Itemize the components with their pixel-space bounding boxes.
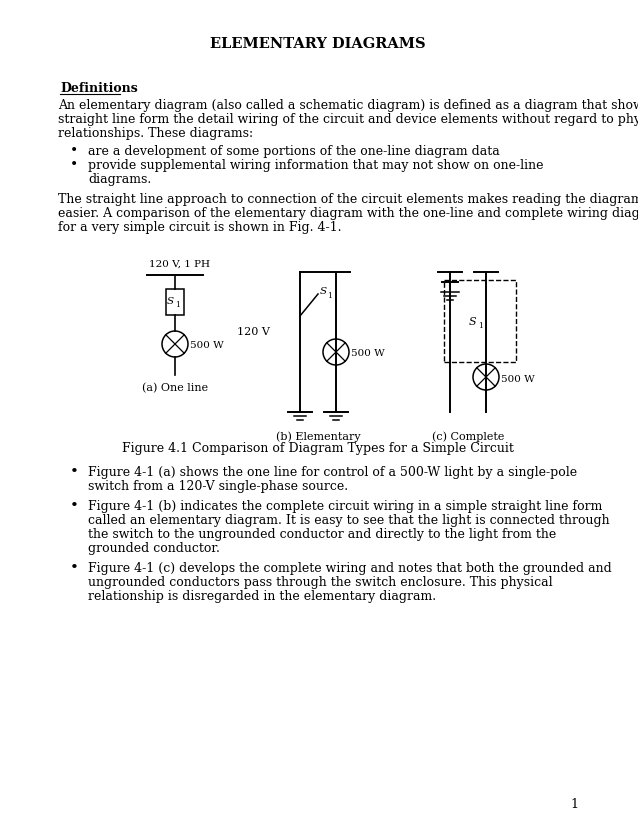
Text: The straight line approach to connection of the circuit elements makes reading t: The straight line approach to connection… (58, 193, 638, 206)
Bar (444, 280, 516, 362)
Text: diagrams.: diagrams. (88, 173, 151, 186)
Text: •: • (70, 561, 78, 575)
Text: 1: 1 (570, 798, 578, 811)
Text: the switch to the ungrounded conductor and directly to the light from the: the switch to the ungrounded conductor a… (88, 528, 556, 541)
Text: Definitions: Definitions (60, 82, 138, 95)
Text: S: S (468, 317, 476, 327)
Text: •: • (70, 465, 78, 479)
Text: ELEMENTARY DIAGRAMS: ELEMENTARY DIAGRAMS (210, 37, 426, 51)
Text: •: • (70, 158, 78, 172)
Text: 500 W: 500 W (190, 341, 224, 350)
Text: ungrounded conductors pass through the switch enclosure. This physical: ungrounded conductors pass through the s… (88, 576, 553, 589)
Text: easier. A comparison of the elementary diagram with the one-line and complete wi: easier. A comparison of the elementary d… (58, 207, 638, 220)
Text: Figure 4-1 (b) indicates the complete circuit wiring in a simple straight line f: Figure 4-1 (b) indicates the complete ci… (88, 500, 602, 513)
Text: Figure 4.1 Comparison of Diagram Types for a Simple Circuit: Figure 4.1 Comparison of Diagram Types f… (122, 442, 514, 455)
Text: (a) One line: (a) One line (142, 382, 208, 393)
Text: Figure 4-1 (c) develops the complete wiring and notes that both the grounded and: Figure 4-1 (c) develops the complete wir… (88, 562, 612, 575)
Bar (166, 289, 184, 315)
Text: An elementary diagram (also called a schematic diagram) is defined as a diagram : An elementary diagram (also called a sch… (58, 99, 638, 112)
Text: •: • (70, 144, 78, 158)
Text: 1: 1 (175, 301, 180, 309)
Text: (c) Complete: (c) Complete (432, 431, 504, 442)
Text: relationships. These diagrams:: relationships. These diagrams: (58, 127, 253, 140)
Text: relationship is disregarded in the elementary diagram.: relationship is disregarded in the eleme… (88, 590, 436, 603)
Text: (b) Elementary: (b) Elementary (276, 431, 360, 442)
Text: S: S (167, 297, 174, 306)
Text: •: • (70, 499, 78, 513)
Text: called an elementary diagram. It is easy to see that the light is connected thro: called an elementary diagram. It is easy… (88, 514, 610, 527)
Text: 500 W: 500 W (501, 374, 535, 383)
Text: 120 V: 120 V (237, 327, 270, 337)
Text: provide supplemental wiring information that may not show on one-line: provide supplemental wiring information … (88, 159, 544, 172)
Text: 1: 1 (478, 322, 483, 330)
Text: for a very simple circuit is shown in Fig. 4-1.: for a very simple circuit is shown in Fi… (58, 221, 341, 234)
Text: 1: 1 (327, 292, 332, 300)
Text: switch from a 120-V single-phase source.: switch from a 120-V single-phase source. (88, 480, 348, 493)
Text: 120 V, 1 PH: 120 V, 1 PH (149, 260, 210, 269)
Text: 500 W: 500 W (351, 349, 385, 358)
Text: are a development of some portions of the one-line diagram data: are a development of some portions of th… (88, 145, 500, 158)
Text: S: S (320, 287, 327, 297)
Text: Figure 4-1 (a) shows the one line for control of a 500-W light by a single-pole: Figure 4-1 (a) shows the one line for co… (88, 466, 577, 479)
Text: straight line form the detail wiring of the circuit and device elements without : straight line form the detail wiring of … (58, 113, 638, 126)
Text: grounded conductor.: grounded conductor. (88, 542, 220, 555)
